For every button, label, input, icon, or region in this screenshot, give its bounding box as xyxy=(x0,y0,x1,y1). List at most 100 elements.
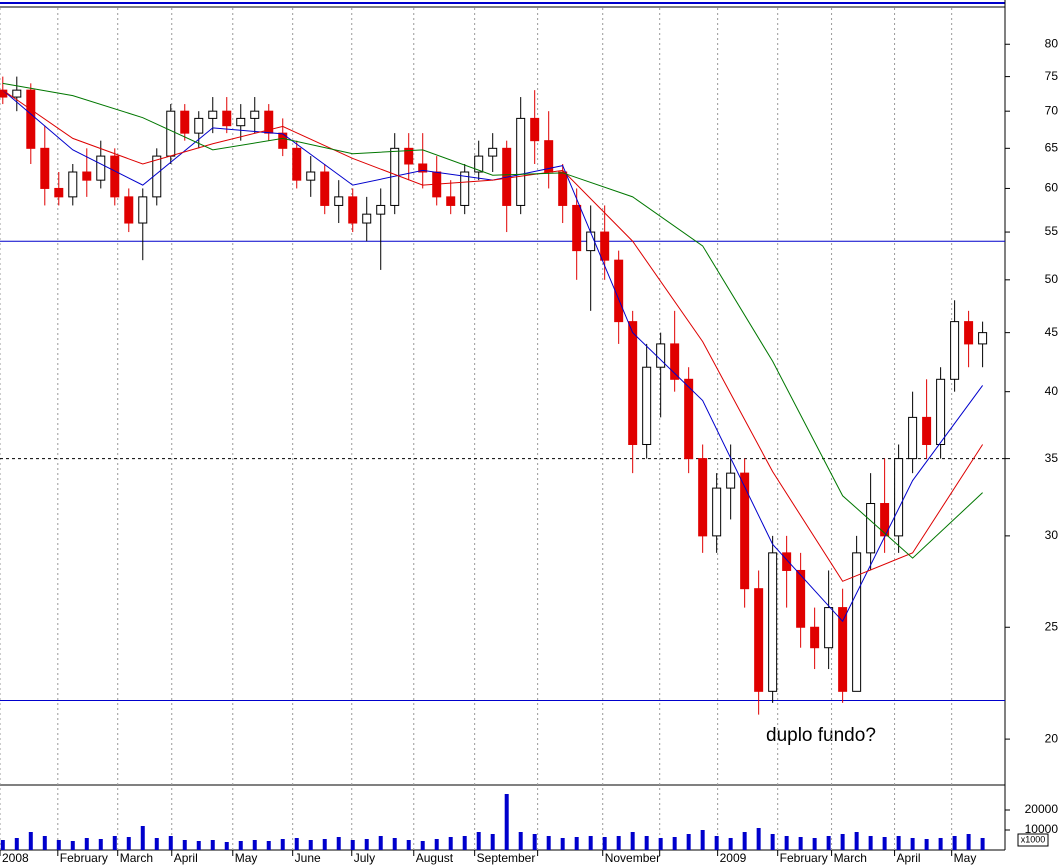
candle-body xyxy=(642,366,652,445)
candle-body xyxy=(544,140,554,173)
candle-body xyxy=(320,171,330,206)
candle-body xyxy=(376,204,386,215)
candle-body xyxy=(26,89,36,149)
candle-body xyxy=(40,147,50,189)
volume-bar xyxy=(924,839,929,850)
candle-body xyxy=(712,487,722,537)
candle-body xyxy=(572,204,582,252)
volume-bar xyxy=(686,834,691,850)
candle-body xyxy=(488,147,498,157)
candle-body xyxy=(68,171,78,198)
volume-bar xyxy=(714,836,719,850)
candle-body xyxy=(950,321,960,380)
volume-bar xyxy=(280,839,285,850)
volume-bar xyxy=(84,838,89,850)
volume-bar xyxy=(364,839,369,850)
candle-body xyxy=(250,110,260,119)
candle-body xyxy=(194,117,204,134)
volume-unit: x1000 xyxy=(1021,834,1046,844)
volume-bar xyxy=(910,838,915,850)
candle-body xyxy=(740,472,750,590)
volume-bar xyxy=(896,836,901,850)
y-tick-label: 10000 xyxy=(1025,822,1059,836)
candle-body xyxy=(838,607,848,692)
volume-bar xyxy=(322,839,327,850)
y-tick-label: 45 xyxy=(1045,325,1059,339)
candle-body xyxy=(404,147,414,165)
candle-body xyxy=(670,343,680,380)
volume-bar xyxy=(546,836,551,850)
volume-bar xyxy=(532,834,537,850)
volume-bar xyxy=(210,840,215,850)
volume-bar xyxy=(742,832,747,850)
candle-body xyxy=(558,171,568,206)
volume-bar xyxy=(854,832,859,850)
volume-bar xyxy=(28,832,33,850)
x-tick-label: June xyxy=(295,851,321,865)
volume-bar xyxy=(812,838,817,850)
candle-body xyxy=(208,110,218,119)
candle-body xyxy=(110,155,120,198)
candle-body xyxy=(754,588,764,692)
volume-bar xyxy=(868,836,873,850)
y-tick-label: 30 xyxy=(1045,528,1059,542)
candle-body xyxy=(894,458,904,537)
candle-body xyxy=(82,171,92,181)
candle-body xyxy=(12,89,22,98)
volume-bar xyxy=(252,840,257,850)
volume-bar xyxy=(448,837,453,850)
x-tick-label: May xyxy=(954,851,977,865)
candle-body xyxy=(628,321,638,445)
candle-body xyxy=(796,569,806,628)
candle-body xyxy=(166,110,176,157)
candle-body xyxy=(530,117,540,142)
candle-body xyxy=(656,343,666,368)
y-tick-label: 65 xyxy=(1045,140,1059,154)
candle-body xyxy=(600,231,610,261)
x-tick-label: March xyxy=(834,851,867,865)
volume-bar xyxy=(700,830,705,850)
x-tick-label: July xyxy=(354,851,375,865)
volume-bar xyxy=(154,838,159,850)
candle-body xyxy=(586,231,596,252)
candle-body xyxy=(516,117,526,206)
volume-bar xyxy=(588,836,593,850)
moving-average xyxy=(2,82,983,559)
candle-body xyxy=(810,626,820,649)
volume-bar xyxy=(182,840,187,850)
x-tick-label: February xyxy=(780,851,828,865)
y-tick-label: 50 xyxy=(1045,272,1059,286)
volume-bar xyxy=(826,836,831,850)
volume-bar xyxy=(0,840,5,850)
volume-bar xyxy=(294,838,299,850)
candle-body xyxy=(922,416,932,445)
candle-body xyxy=(222,110,232,127)
candle-body xyxy=(138,196,148,224)
candle-body xyxy=(292,147,302,181)
x-tick-label: 2009 xyxy=(720,851,747,865)
volume-bar xyxy=(798,837,803,850)
candle-body xyxy=(180,110,190,134)
candle-body xyxy=(96,155,106,181)
candle-body xyxy=(446,196,456,206)
volume-bar xyxy=(658,838,663,850)
volume-bar xyxy=(112,836,117,850)
volume-bar xyxy=(350,840,355,850)
volume-bar xyxy=(980,838,985,850)
x-tick-label: May xyxy=(235,851,258,865)
volume-bar xyxy=(728,838,733,850)
candle-body xyxy=(852,552,862,692)
volume-bar xyxy=(952,836,957,850)
x-tick-label: September xyxy=(477,851,536,865)
candle-body xyxy=(824,607,834,649)
volume-bar xyxy=(882,837,887,850)
volume-bar xyxy=(784,836,789,850)
y-tick-label: 75 xyxy=(1045,69,1059,83)
candle-body xyxy=(236,117,246,127)
x-tick-label: March xyxy=(120,851,153,865)
volume-bar xyxy=(462,836,467,850)
moving-average xyxy=(2,89,984,582)
volume-bar xyxy=(98,839,103,850)
x-tick-label: August xyxy=(416,851,454,865)
